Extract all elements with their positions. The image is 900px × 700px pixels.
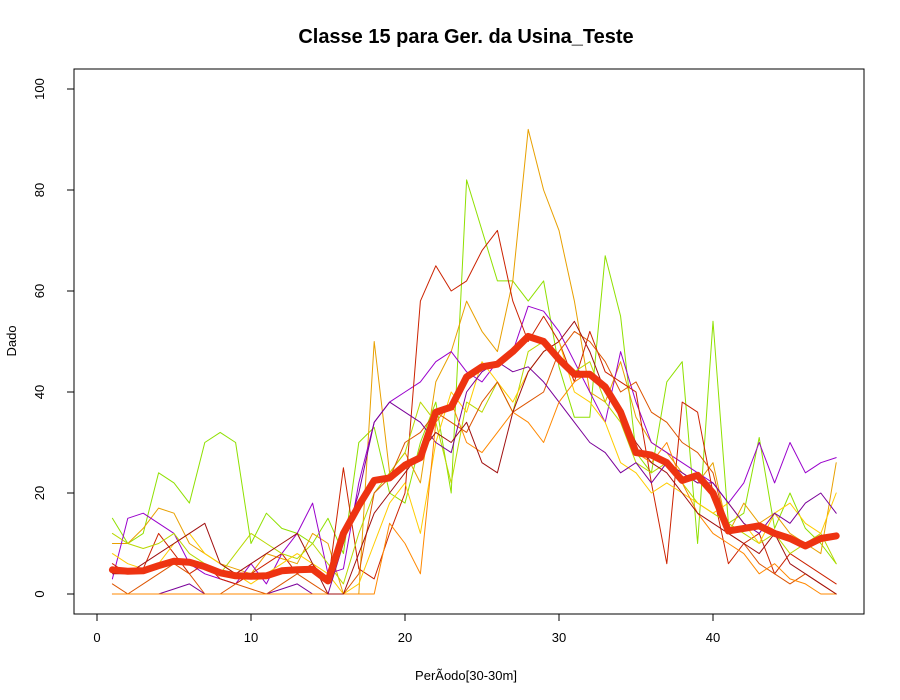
series-line: [111, 341, 837, 595]
series-line-mean: [108, 332, 840, 585]
series-line: [111, 128, 837, 595]
chart-title: Classe 15 para Ger. da Usina_Teste: [298, 26, 633, 48]
y-tick-label: 100: [32, 78, 47, 100]
series-line: [111, 320, 837, 595]
x-tick-label: 10: [244, 630, 258, 645]
y-tick-label: 0: [32, 590, 47, 597]
series-layer: [108, 128, 840, 595]
x-axis-label: PerÃ­odo[30-30m]: [415, 668, 517, 683]
y-tick-label: 60: [32, 284, 47, 298]
series-line: [111, 371, 837, 595]
y-axis-label: Dado: [4, 325, 19, 356]
x-axis: 0 10 20 30 40: [93, 613, 720, 645]
y-tick-label: 80: [32, 183, 47, 197]
y-tick-label: 20: [32, 486, 47, 500]
series-line: [111, 305, 837, 585]
x-tick-label: 20: [398, 630, 412, 645]
series-line: [111, 341, 837, 585]
series-line: [111, 330, 837, 595]
x-tick-label: 0: [93, 630, 100, 645]
y-tick-label: 40: [32, 385, 47, 399]
x-tick-label: 30: [552, 630, 566, 645]
x-tick-label: 40: [706, 630, 720, 645]
series-line: [111, 179, 837, 565]
plot-frame: [73, 68, 865, 615]
y-axis: 0 20 40 60 80 100: [32, 78, 75, 598]
